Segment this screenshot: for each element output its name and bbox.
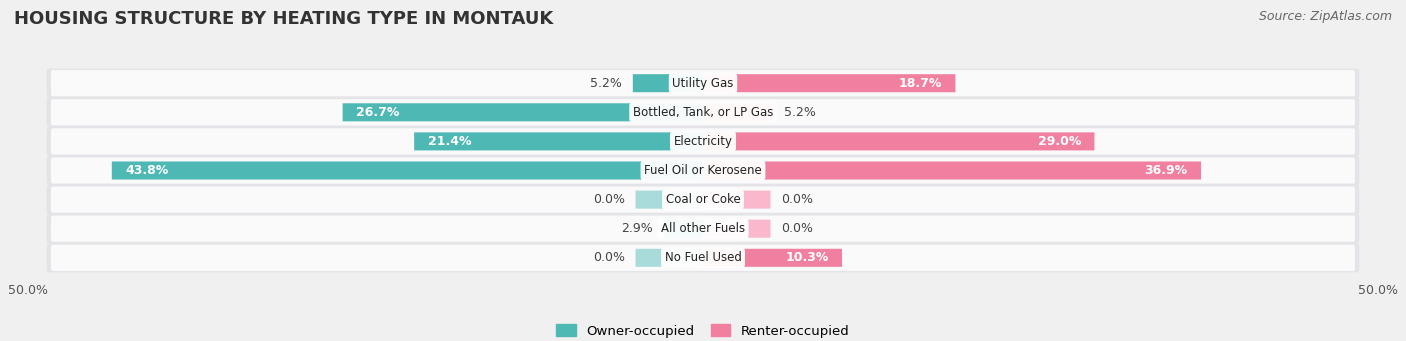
- Text: 18.7%: 18.7%: [898, 77, 942, 90]
- Text: All other Fuels: All other Fuels: [661, 222, 745, 235]
- Text: Electricity: Electricity: [673, 135, 733, 148]
- FancyBboxPatch shape: [415, 132, 703, 150]
- Text: Fuel Oil or Kerosene: Fuel Oil or Kerosene: [644, 164, 762, 177]
- FancyBboxPatch shape: [633, 74, 703, 92]
- FancyBboxPatch shape: [51, 99, 1355, 125]
- FancyBboxPatch shape: [703, 103, 773, 121]
- Text: 43.8%: 43.8%: [125, 164, 169, 177]
- Text: 29.0%: 29.0%: [1038, 135, 1081, 148]
- FancyBboxPatch shape: [51, 245, 1355, 271]
- FancyBboxPatch shape: [46, 156, 1360, 185]
- Text: 21.4%: 21.4%: [427, 135, 471, 148]
- FancyBboxPatch shape: [112, 162, 703, 179]
- FancyBboxPatch shape: [46, 98, 1360, 127]
- FancyBboxPatch shape: [703, 191, 770, 209]
- FancyBboxPatch shape: [703, 249, 842, 267]
- FancyBboxPatch shape: [46, 243, 1360, 272]
- Text: 10.3%: 10.3%: [785, 251, 828, 264]
- FancyBboxPatch shape: [51, 216, 1355, 242]
- FancyBboxPatch shape: [703, 74, 956, 92]
- FancyBboxPatch shape: [51, 187, 1355, 213]
- Text: 0.0%: 0.0%: [782, 193, 813, 206]
- FancyBboxPatch shape: [46, 214, 1360, 243]
- FancyBboxPatch shape: [703, 162, 1201, 179]
- FancyBboxPatch shape: [343, 103, 703, 121]
- FancyBboxPatch shape: [703, 132, 1094, 150]
- FancyBboxPatch shape: [46, 127, 1360, 156]
- FancyBboxPatch shape: [51, 70, 1355, 96]
- Text: Bottled, Tank, or LP Gas: Bottled, Tank, or LP Gas: [633, 106, 773, 119]
- FancyBboxPatch shape: [51, 158, 1355, 183]
- Text: Coal or Coke: Coal or Coke: [665, 193, 741, 206]
- Legend: Owner-occupied, Renter-occupied: Owner-occupied, Renter-occupied: [551, 319, 855, 341]
- Text: 26.7%: 26.7%: [356, 106, 399, 119]
- Text: 0.0%: 0.0%: [782, 222, 813, 235]
- FancyBboxPatch shape: [51, 128, 1355, 154]
- FancyBboxPatch shape: [664, 220, 703, 238]
- Text: 0.0%: 0.0%: [593, 251, 624, 264]
- Text: 5.2%: 5.2%: [785, 106, 815, 119]
- FancyBboxPatch shape: [46, 69, 1360, 98]
- Text: 2.9%: 2.9%: [621, 222, 652, 235]
- Text: 36.9%: 36.9%: [1144, 164, 1188, 177]
- FancyBboxPatch shape: [703, 220, 770, 238]
- Text: Source: ZipAtlas.com: Source: ZipAtlas.com: [1258, 10, 1392, 23]
- Text: 0.0%: 0.0%: [593, 193, 624, 206]
- FancyBboxPatch shape: [636, 249, 703, 267]
- FancyBboxPatch shape: [46, 185, 1360, 214]
- Text: No Fuel Used: No Fuel Used: [665, 251, 741, 264]
- FancyBboxPatch shape: [636, 191, 703, 209]
- Text: 5.2%: 5.2%: [591, 77, 621, 90]
- Text: HOUSING STRUCTURE BY HEATING TYPE IN MONTAUK: HOUSING STRUCTURE BY HEATING TYPE IN MON…: [14, 10, 554, 28]
- Text: Utility Gas: Utility Gas: [672, 77, 734, 90]
